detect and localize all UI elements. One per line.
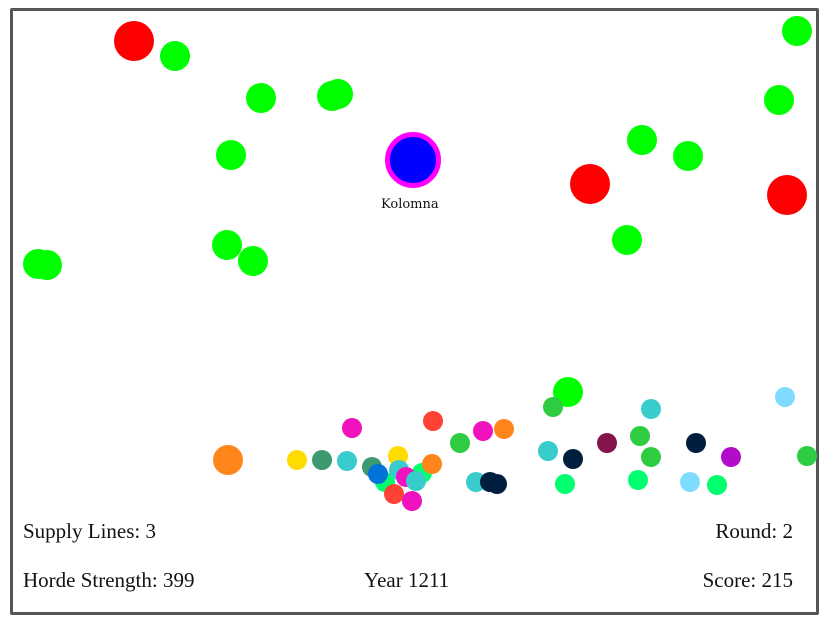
ally-unit[interactable] (612, 225, 642, 255)
horde-unit[interactable] (543, 397, 563, 417)
horde-unit[interactable] (406, 471, 426, 491)
horde-unit[interactable] (402, 491, 422, 511)
horde-unit[interactable] (686, 433, 706, 453)
horde-unit[interactable] (775, 387, 795, 407)
horde-unit[interactable] (597, 433, 617, 453)
enemy-unit[interactable] (570, 164, 610, 204)
horde-unit[interactable] (797, 446, 817, 466)
ally-unit[interactable] (246, 83, 276, 113)
enemy-unit[interactable] (114, 21, 154, 61)
horde-unit[interactable] (555, 474, 575, 494)
horde-unit[interactable] (368, 464, 388, 484)
horde-unit[interactable] (641, 399, 661, 419)
horde-unit[interactable] (538, 441, 558, 461)
horde-unit[interactable] (563, 449, 583, 469)
horde-unit[interactable] (721, 447, 741, 467)
horde-unit[interactable] (213, 445, 243, 475)
supply-lines: Supply Lines: 3 (23, 519, 157, 543)
horde-unit[interactable] (337, 451, 357, 471)
round-counter: Round: 2 (715, 519, 793, 543)
horde-unit[interactable] (287, 450, 307, 470)
horde-unit[interactable] (450, 433, 470, 453)
ally-unit[interactable] (216, 140, 246, 170)
horde-unit[interactable] (423, 411, 443, 431)
score: Score: 215 (702, 568, 793, 592)
horde-unit[interactable] (494, 419, 514, 439)
ally-unit[interactable] (782, 16, 812, 46)
horde-strength: Horde Strength: 399 (23, 568, 195, 592)
ally-unit[interactable] (160, 41, 190, 71)
horde-unit[interactable] (707, 475, 727, 495)
horde-unit[interactable] (422, 454, 442, 474)
ally-unit[interactable] (238, 246, 268, 276)
ally-unit[interactable] (212, 230, 242, 260)
city-kolomna[interactable] (385, 132, 441, 188)
horde-unit[interactable] (312, 450, 332, 470)
ally-unit[interactable] (764, 85, 794, 115)
ally-unit[interactable] (673, 141, 703, 171)
horde-unit[interactable] (680, 472, 700, 492)
horde-unit[interactable] (473, 421, 493, 441)
ally-unit[interactable] (323, 79, 353, 109)
horde-unit[interactable] (641, 447, 661, 467)
game-board[interactable] (10, 8, 819, 615)
horde-unit[interactable] (384, 484, 404, 504)
horde-unit[interactable] (342, 418, 362, 438)
ally-unit[interactable] (627, 125, 657, 155)
horde-unit[interactable] (487, 474, 507, 494)
enemy-unit[interactable] (767, 175, 807, 215)
ally-unit[interactable] (32, 250, 62, 280)
city-label: Kolomna (381, 197, 439, 212)
year-display: Year 1211 (364, 568, 450, 592)
horde-unit[interactable] (630, 426, 650, 446)
horde-unit[interactable] (628, 470, 648, 490)
